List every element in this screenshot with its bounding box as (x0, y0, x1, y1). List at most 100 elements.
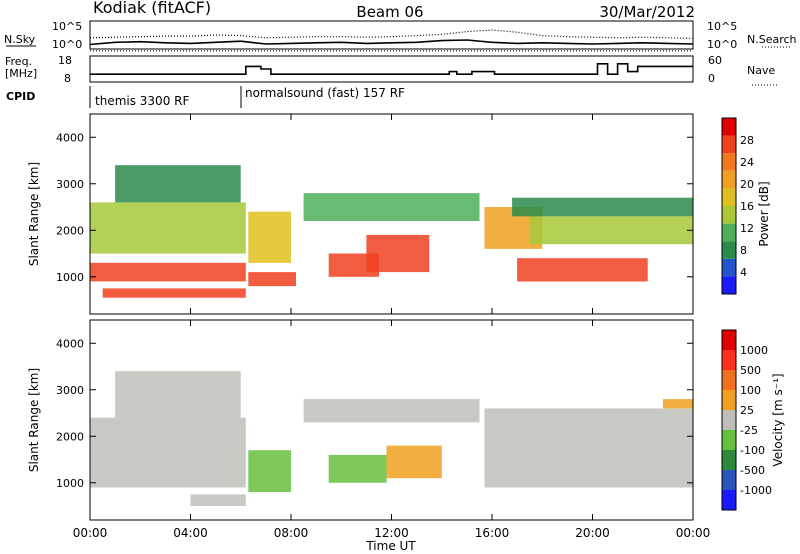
echo-band (248, 272, 296, 287)
velocity-colorbar-title: Velocity [m s⁻¹] (771, 373, 785, 466)
colorbar-tick-label: -500 (740, 464, 765, 477)
colorbar-tick-label: 100 (740, 384, 761, 397)
y-tick-label: 1000 (56, 271, 84, 284)
echo-band (662, 399, 693, 409)
colorbar-tick-label: 500 (740, 364, 761, 377)
echo-band (102, 288, 246, 298)
x-tick-label: 08:00 (274, 526, 309, 540)
echo-band (248, 450, 291, 493)
cpid-segment-0: themis 3300 RF (95, 94, 189, 108)
colorbar-swatch (722, 330, 736, 350)
velocity-yticks: 1000 2000 3000 4000 (56, 337, 693, 490)
colorbar-swatch (722, 206, 736, 224)
freq-panel-frame (89, 55, 694, 83)
colorbar-tick-label: 25 (740, 404, 754, 417)
colorbar-swatch (722, 450, 736, 470)
y-tick-label: 3000 (56, 178, 84, 191)
echo-band (328, 454, 387, 483)
y-tick-label: 1000 (56, 477, 84, 490)
colorbar-tick-label: 28 (740, 134, 754, 147)
power-yticks: 1000 2000 3000 4000 (56, 131, 693, 284)
colorbar-swatch (722, 410, 736, 430)
y-tick-label: 4000 (56, 131, 84, 144)
colorbar-swatch (722, 370, 736, 390)
freq-unit: [MHz] (5, 67, 37, 80)
echo-band (115, 371, 241, 418)
colorbar-swatch (722, 390, 736, 410)
colorbar-tick-label: 12 (740, 222, 754, 235)
echo-band (529, 216, 693, 245)
colorbar-swatch (722, 276, 736, 294)
colorbar-swatch (722, 153, 736, 171)
velocity-colorbar: 1000 500 100 25 -25 -100 -500 -1000 (721, 329, 772, 511)
echo-band (386, 445, 442, 479)
nsky-tick-top: 10^5 (52, 20, 82, 33)
colorbar-swatch (722, 135, 736, 154)
x-tick-label: 00:00 (676, 526, 711, 540)
echo-band (248, 211, 291, 263)
cpid-label: CPID (6, 90, 35, 103)
echo-band (303, 399, 480, 423)
echo-band (517, 258, 648, 282)
velocity-plot-area (90, 371, 693, 506)
colorbar-frame (721, 117, 737, 295)
nsky-tick-bottom: 10^0 (52, 38, 82, 51)
freq-series-group (90, 50, 693, 75)
freq-label: Freq. (5, 55, 32, 68)
colorbar-swatch (722, 258, 736, 277)
colorbar-swatch (722, 223, 736, 242)
echo-band (366, 234, 430, 273)
x-tick-label: 00:00 (73, 526, 108, 540)
echo-band (303, 193, 480, 221)
colorbar-tick-label: -25 (740, 424, 758, 437)
colorbar-swatch (722, 350, 736, 370)
colorbar-swatch (722, 490, 736, 510)
cpid-segment-1: normalsound (fast) 157 RF (245, 86, 405, 100)
x-tick-label: 04:00 (173, 526, 208, 540)
nsky-series-group (89, 29, 694, 46)
x-axis-label: Time UT (365, 539, 416, 553)
y-tick-label: 2000 (56, 224, 84, 237)
x-tick-label: 12:00 (374, 526, 409, 540)
colorbar-swatch (722, 170, 736, 189)
colorbar-tick-label: -100 (740, 444, 765, 457)
nsearch-tick-top: 10^5 (707, 20, 737, 33)
colorbar-swatch (722, 188, 736, 206)
colorbar-frame (721, 329, 737, 511)
nave-label: Nave (747, 64, 775, 77)
x-axis-ticks: 00:00 04:00 08:00 12:00 16:00 20:00 00:00 (73, 114, 711, 540)
colorbar-swatch (722, 118, 736, 136)
nsearch-label: N.Search (747, 33, 797, 46)
colorbar-tick-label: 24 (740, 156, 754, 169)
echo-band (90, 202, 246, 254)
series-line-freq- (90, 62, 693, 75)
colorbar-tick-label: 4 (740, 266, 747, 279)
station-title: Kodiak (fitACF) (93, 0, 211, 17)
y-tick-label: 3000 (56, 384, 84, 397)
series-line-n-search (89, 29, 694, 39)
nsky-panel-frame (89, 20, 694, 50)
power-plot-area (90, 165, 693, 298)
y-tick-label: 4000 (56, 337, 84, 350)
colorbar-tick-label: 8 (740, 244, 747, 257)
beam-title: Beam 06 (356, 3, 423, 21)
colorbar-tick-label: 1000 (740, 344, 768, 357)
nave-tick-bottom: 0 (708, 72, 715, 85)
nsearch-tick-bottom: 10^0 (707, 38, 737, 51)
colorbar-swatch (722, 241, 736, 259)
freq-tick-bottom: 8 (64, 72, 71, 85)
velocity-ylabel: Slant Range [km] (27, 368, 41, 472)
date-title: 30/Mar/2012 (599, 3, 695, 21)
colorbar-tick-label: -1000 (740, 484, 772, 497)
echo-band (484, 408, 693, 488)
x-tick-label: 16:00 (475, 526, 510, 540)
power-colorbar: 4 8 12 16 20 24 28 (721, 117, 754, 295)
nave-tick-top: 60 (708, 54, 722, 67)
y-tick-label: 2000 (56, 430, 84, 443)
echo-band (90, 417, 246, 488)
power-ylabel: Slant Range [km] (27, 162, 41, 266)
colorbar-tick-label: 20 (740, 178, 754, 191)
freq-tick-top: 18 (58, 54, 72, 67)
nsky-label: N.Sky (4, 33, 36, 46)
colorbar-swatch (722, 470, 736, 490)
